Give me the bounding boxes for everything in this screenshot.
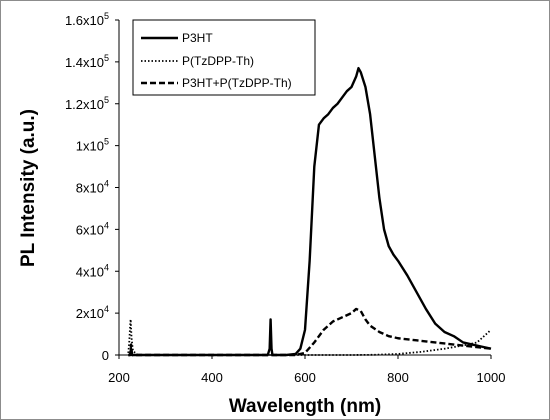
y-tick-label: 2x104 xyxy=(76,304,109,321)
x-axis-title: Wavelength (nm) xyxy=(229,396,381,417)
legend-label-p3ht: P3HT xyxy=(182,31,213,45)
x-ticks: 200 400 600 800 1000 xyxy=(108,355,505,385)
series-line-2 xyxy=(128,307,492,357)
y-axis-title: PL Intensity (a.u.) xyxy=(18,109,39,267)
x-tick-label: 600 xyxy=(294,370,316,385)
series-line-1 xyxy=(127,318,492,356)
y-tick-label: 0 xyxy=(102,348,109,363)
x-tick-label: 400 xyxy=(201,370,223,385)
legend-label-ptzdpp: P(TzDPP-Th) xyxy=(182,54,254,68)
y-tick-label: 1x105 xyxy=(76,137,109,154)
series-line-0 xyxy=(128,66,492,357)
x-tick-label: 200 xyxy=(108,370,130,385)
y-tick-label: 1.6x105 xyxy=(65,11,109,28)
y-tick-label: 8x104 xyxy=(76,179,109,196)
y-tick-label: 1.2x105 xyxy=(65,95,109,112)
legend-label-blend: P3HT+P(TzDPP-Th) xyxy=(182,76,292,90)
y-tick-label: 4x104 xyxy=(76,262,109,279)
plot-lines xyxy=(127,66,492,357)
y-tick-label: 6x104 xyxy=(76,220,109,237)
x-tick-label: 1000 xyxy=(477,370,506,385)
legend: P3HT P(TzDPP-Th) P3HT+P(TzDPP-Th) xyxy=(132,19,316,96)
y-tick-label: 1.4x105 xyxy=(65,53,109,70)
x-tick-label: 800 xyxy=(387,370,409,385)
y-ticks: 0 2x104 4x104 6x104 8x104 1x105 1.2x105 1.4x105… xyxy=(65,11,119,363)
